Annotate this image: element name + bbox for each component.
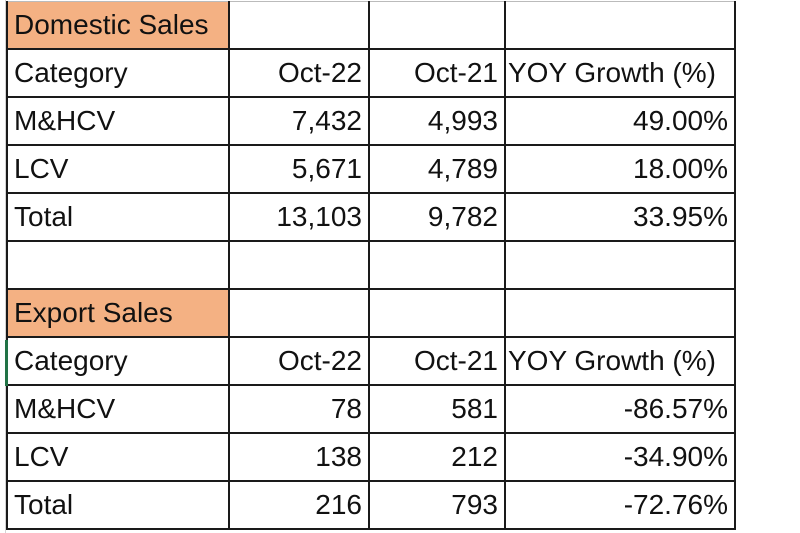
cell-oct-22[interactable]: 78 [228,384,370,434]
empty-cell[interactable] [368,240,506,290]
domestic-title-row: Domestic Sales [6,1,736,50]
header-oct-22[interactable]: Oct-22 [228,48,370,98]
spacer-row [6,240,736,290]
cell-oct-22[interactable]: 13,103 [228,192,370,242]
empty-cell[interactable] [228,288,370,338]
cell-oct-21[interactable]: 9,782 [368,192,506,242]
header-yoy-growth[interactable]: YOY Growth (%) [504,48,736,98]
cell-category[interactable]: M&HCV [6,96,230,146]
cell-yoy[interactable]: 49.00% [504,96,736,146]
cell-oct-21[interactable]: 212 [368,432,506,482]
table-row: LCV 5,671 4,789 18.00% [6,144,736,194]
table-row: Total 13,103 9,782 33.95% [6,192,736,242]
cell-category[interactable]: Total [6,192,230,242]
cell-yoy[interactable]: -86.57% [504,384,736,434]
cell-oct-21[interactable]: 793 [368,480,506,530]
sales-table: Domestic Sales Category Oct-22 Oct-21 YO… [6,1,736,530]
cell-yoy[interactable]: -34.90% [504,432,736,482]
empty-cell[interactable] [504,240,736,290]
cell-oct-21[interactable]: 4,789 [368,144,506,194]
export-sales-title[interactable]: Export Sales [6,288,230,338]
empty-cell[interactable] [6,240,230,290]
header-oct-21[interactable]: Oct-21 [368,336,506,386]
cell-oct-22[interactable]: 216 [228,480,370,530]
empty-cell[interactable] [368,1,506,50]
export-title-row: Export Sales [6,288,736,338]
table-row: M&HCV 7,432 4,993 49.00% [6,96,736,146]
empty-cell[interactable] [504,1,736,50]
cell-category[interactable]: LCV [6,144,230,194]
header-oct-22[interactable]: Oct-22 [228,336,370,386]
table-row: Total 216 793 -72.76% [6,480,736,530]
domestic-sales-title[interactable]: Domestic Sales [6,1,230,50]
cell-yoy[interactable]: 18.00% [504,144,736,194]
active-cell-indicator [5,340,8,386]
cell-oct-21[interactable]: 581 [368,384,506,434]
cell-category[interactable]: M&HCV [6,384,230,434]
cell-yoy[interactable]: -72.76% [504,480,736,530]
header-oct-21[interactable]: Oct-21 [368,48,506,98]
empty-cell[interactable] [228,1,370,50]
cell-oct-21[interactable]: 4,993 [368,96,506,146]
cell-oct-22[interactable]: 5,671 [228,144,370,194]
cell-category[interactable]: LCV [6,432,230,482]
table-row: LCV 138 212 -34.90% [6,432,736,482]
header-yoy-growth[interactable]: YOY Growth (%) [504,336,736,386]
empty-cell[interactable] [504,288,736,338]
domestic-header-row: Category Oct-22 Oct-21 YOY Growth (%) [6,48,736,98]
cell-yoy[interactable]: 33.95% [504,192,736,242]
export-header-row: Category Oct-22 Oct-21 YOY Growth (%) [6,336,736,386]
cell-category[interactable]: Total [6,480,230,530]
empty-cell[interactable] [228,240,370,290]
header-category[interactable]: Category [6,48,230,98]
empty-cell[interactable] [368,288,506,338]
row-header-gutter [0,0,6,533]
header-category[interactable]: Category [6,336,230,386]
cell-oct-22[interactable]: 7,432 [228,96,370,146]
table-row: M&HCV 78 581 -86.57% [6,384,736,434]
cell-oct-22[interactable]: 138 [228,432,370,482]
